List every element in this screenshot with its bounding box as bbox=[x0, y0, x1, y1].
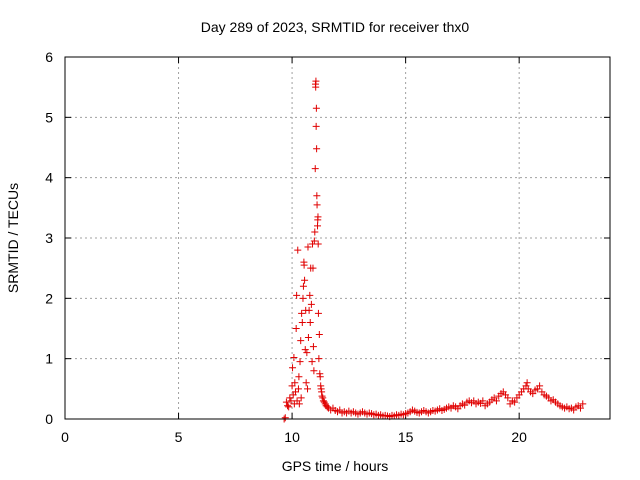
data-point bbox=[305, 306, 313, 314]
data-point bbox=[301, 276, 309, 284]
data-point bbox=[295, 400, 303, 408]
plot-frame bbox=[64, 56, 611, 420]
data-point bbox=[579, 400, 587, 408]
data-point bbox=[492, 397, 500, 405]
data-point bbox=[315, 331, 323, 339]
data-point bbox=[299, 294, 307, 302]
y-tick-label: 4 bbox=[45, 170, 53, 186]
y-tick-label: 5 bbox=[45, 109, 53, 125]
data-point bbox=[289, 364, 297, 372]
data-point bbox=[304, 243, 312, 251]
data-point bbox=[529, 390, 537, 398]
data-point bbox=[304, 334, 312, 342]
data-point bbox=[284, 402, 292, 410]
data-point bbox=[536, 382, 544, 390]
data-point bbox=[313, 201, 321, 209]
data-point bbox=[309, 264, 317, 272]
data-point bbox=[286, 394, 294, 402]
data-point bbox=[301, 346, 309, 354]
x-tick-label: 5 bbox=[175, 429, 183, 445]
data-point bbox=[312, 77, 320, 85]
data-point bbox=[312, 104, 320, 112]
x-tick-label: 10 bbox=[284, 429, 300, 445]
data-point bbox=[316, 373, 324, 381]
data-point bbox=[313, 192, 321, 200]
data-point bbox=[504, 394, 512, 402]
data-point bbox=[309, 343, 317, 351]
data-point bbox=[311, 165, 319, 173]
data-point bbox=[295, 373, 303, 381]
data-point bbox=[291, 379, 299, 387]
data-point bbox=[310, 237, 318, 245]
grid-layer bbox=[65, 57, 610, 419]
x-axis-label: GPS time / hours bbox=[282, 458, 389, 474]
data-point bbox=[304, 385, 312, 393]
data-point bbox=[285, 403, 293, 411]
data-point bbox=[308, 358, 316, 366]
data-point bbox=[314, 309, 322, 317]
y-tick-label: 3 bbox=[45, 230, 53, 246]
x-tick-label: 15 bbox=[398, 429, 414, 445]
data-point bbox=[296, 358, 304, 366]
data-point bbox=[523, 379, 531, 387]
data-point bbox=[297, 394, 305, 402]
data-point bbox=[300, 261, 308, 269]
data-point bbox=[307, 300, 315, 308]
y-tick-label: 0 bbox=[45, 411, 53, 427]
data-point bbox=[294, 246, 302, 254]
data-marks bbox=[280, 77, 587, 423]
data-point bbox=[314, 213, 322, 221]
y-tick-label: 1 bbox=[45, 351, 53, 367]
data-point bbox=[281, 414, 289, 422]
y-tick-label: 6 bbox=[45, 49, 53, 65]
data-point bbox=[311, 228, 319, 236]
data-point bbox=[319, 397, 327, 405]
data-point bbox=[315, 355, 323, 363]
data-point bbox=[314, 240, 322, 248]
y-tick-label: 2 bbox=[45, 290, 53, 306]
y-axis-label: SRMTID / TECUs bbox=[5, 183, 21, 293]
data-point bbox=[297, 337, 305, 345]
x-tick-label: 20 bbox=[511, 429, 527, 445]
data-point bbox=[294, 385, 302, 393]
data-point bbox=[293, 291, 301, 299]
data-point bbox=[312, 83, 320, 91]
chart-title: Day 289 of 2023, SRMTID for receiver thx… bbox=[201, 19, 470, 35]
data-point bbox=[299, 282, 307, 290]
x-tick-label: 0 bbox=[61, 429, 69, 445]
data-point bbox=[298, 318, 306, 326]
data-point bbox=[320, 398, 328, 406]
data-point bbox=[292, 325, 300, 332]
data-point bbox=[302, 379, 310, 387]
data-point bbox=[312, 122, 320, 130]
data-point bbox=[319, 394, 327, 402]
data-point bbox=[306, 318, 314, 326]
data-point bbox=[314, 222, 322, 230]
data-point bbox=[303, 349, 311, 357]
data-point bbox=[576, 404, 584, 412]
data-point bbox=[287, 397, 295, 405]
data-point bbox=[323, 403, 331, 411]
data-point bbox=[479, 397, 487, 405]
data-point bbox=[306, 291, 314, 299]
data-point bbox=[290, 353, 298, 361]
data-point bbox=[318, 392, 326, 400]
data-point bbox=[298, 309, 306, 317]
data-point bbox=[511, 398, 519, 406]
data-point bbox=[291, 388, 299, 396]
data-point bbox=[313, 145, 321, 153]
data-point bbox=[282, 398, 290, 406]
data-point bbox=[310, 367, 318, 375]
